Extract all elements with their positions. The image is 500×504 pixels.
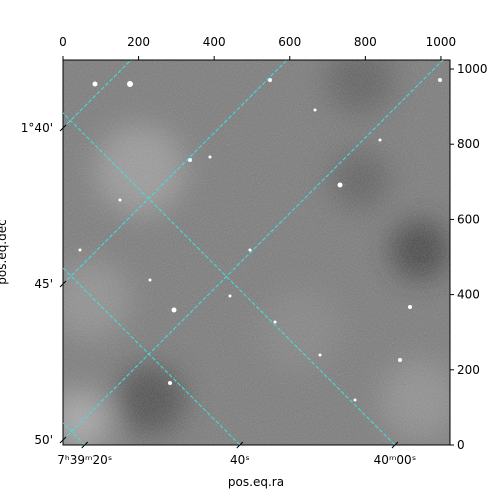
x-axis-label: pos.eq.ra <box>228 475 284 489</box>
ra-grid-line <box>63 267 241 445</box>
ra-tick-label: 40ᵐ00ˢ <box>374 453 417 467</box>
x-tick-label: 1000 <box>426 35 457 49</box>
sky-image <box>63 60 450 445</box>
ra-tick <box>81 441 89 449</box>
y-tick-label: 1000 <box>457 62 488 76</box>
x-tick-label: 400 <box>203 35 226 49</box>
grid <box>63 60 444 445</box>
y-tick-label: 800 <box>457 137 480 151</box>
ra-tick <box>236 441 244 449</box>
y-tick-label: 400 <box>457 288 480 302</box>
y-tick-label: 200 <box>457 363 480 377</box>
plot-frame <box>62 59 451 446</box>
y-axis-label: pos.eq.dec <box>0 219 9 284</box>
dec-tick <box>59 124 67 132</box>
dec-tick-label: 1°40' <box>21 121 53 135</box>
dec-tick-label: 45' <box>34 277 53 291</box>
ra-tick-label: 7ʰ39ᵐ20ˢ <box>57 453 112 467</box>
x-tick-label: 800 <box>354 35 377 49</box>
y-tick-label: 0 <box>457 438 465 452</box>
x-tick-label: 200 <box>127 35 150 49</box>
ra-tick-label: 40ˢ <box>230 453 250 467</box>
x-tick-label: 600 <box>278 35 301 49</box>
x-tick-label: 0 <box>59 35 67 49</box>
dec-tick-label: 50' <box>34 433 53 447</box>
dec-grid-line <box>63 60 288 285</box>
dec-tick <box>59 280 67 288</box>
dec-tick <box>59 436 67 444</box>
ra-tick <box>391 441 399 449</box>
ra-grid-line <box>63 112 396 445</box>
y-tick-label: 600 <box>457 212 480 226</box>
dec-grid-line <box>63 60 444 441</box>
